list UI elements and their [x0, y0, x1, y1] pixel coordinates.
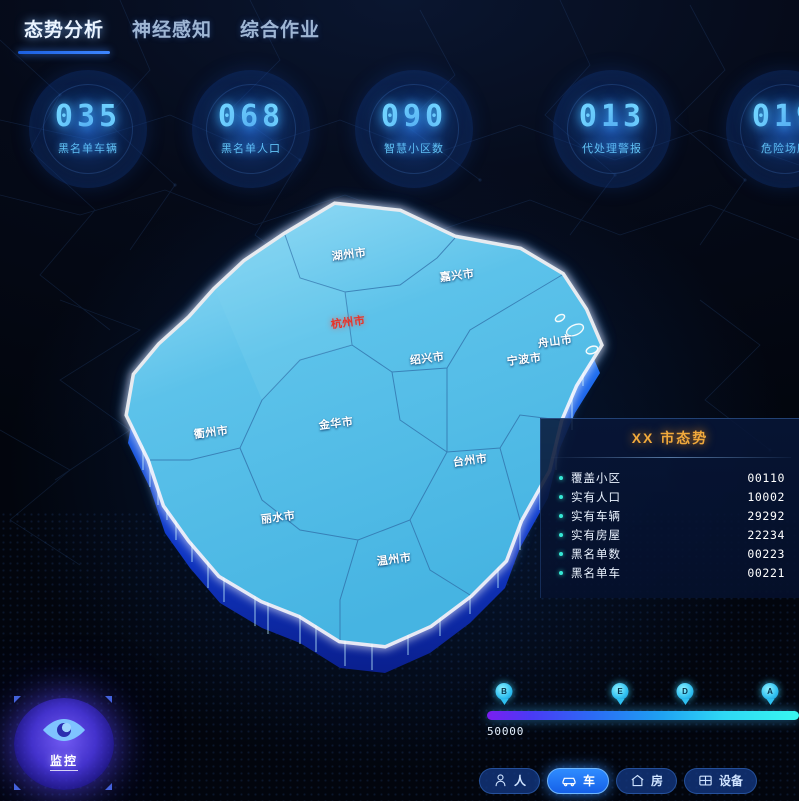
tab-situation-analysis[interactable]: 态势分析	[10, 8, 118, 54]
kpi-label: 代处理警报	[582, 143, 642, 155]
map-label-jiaxing[interactable]: 嘉兴市	[439, 267, 475, 285]
row-value: 00110	[747, 470, 785, 485]
kpi-value: 035	[54, 99, 122, 134]
monitor-label: 监控	[49, 752, 78, 771]
legend-pin-row: B E D A	[487, 683, 799, 707]
kpi-value: 068	[217, 99, 285, 134]
home-icon	[631, 774, 644, 787]
kpi-value: 019	[751, 99, 799, 134]
row-value: 29292	[747, 508, 785, 523]
layer-filter-bar: 人 车 房 设备	[479, 766, 799, 795]
density-legend: B E D A 50000	[487, 683, 799, 738]
corner-triangle-icon	[105, 783, 112, 790]
row-label: 实有车辆	[571, 510, 621, 523]
active-tab-underline	[18, 51, 111, 54]
bullet-icon	[559, 494, 563, 499]
bullet-icon	[559, 570, 563, 575]
kpi-dangerous-places[interactable]: 019 危险场所	[726, 70, 799, 188]
bullet-icon	[559, 513, 563, 518]
person-icon	[495, 774, 506, 787]
filter-houses[interactable]: 房	[616, 767, 678, 794]
filter-label: 人	[514, 774, 527, 788]
legend-pin-d[interactable]: D	[676, 683, 694, 700]
bullet-icon	[559, 551, 563, 556]
kpi-pending-alerts[interactable]: 013 代处理警报	[553, 70, 671, 188]
corner-triangle-icon	[14, 783, 21, 790]
kpi-label: 黑名单车辆	[58, 143, 118, 155]
map-label-hangzhou[interactable]: 杭州市	[330, 314, 366, 332]
city-situation-panel: XX 市态势 覆盖小区 00110 实有人口 10002 实有车辆 29292 …	[540, 418, 799, 598]
kpi-smart-communities[interactable]: 090 智慧小区数	[355, 70, 473, 188]
filter-label: 房	[651, 774, 664, 788]
row-value: 10002	[747, 489, 785, 504]
row-value: 22234	[747, 527, 785, 542]
panel-row-actual-vehicles[interactable]: 实有车辆 29292	[559, 506, 785, 525]
panel-row-blacklist-count[interactable]: 黑名单数 00223	[559, 544, 785, 563]
row-label: 黑名单车	[571, 567, 621, 580]
row-value: 00223	[747, 546, 785, 561]
panel-divider	[549, 457, 791, 458]
kpi-value: 090	[380, 99, 448, 134]
map-label-quzhou[interactable]: 衢州市	[193, 424, 229, 442]
panel-row-list: 覆盖小区 00110 实有人口 10002 实有车辆 29292 实有房屋 22…	[541, 468, 799, 582]
eye-icon	[43, 719, 85, 741]
device-icon	[699, 775, 712, 786]
map-label-wenzhou[interactable]: 温州市	[376, 551, 412, 569]
top-navigation: 态势分析 神经感知 综合作业	[0, 0, 799, 56]
bullet-icon	[559, 475, 563, 480]
panel-row-covered-communities[interactable]: 覆盖小区 00110	[559, 468, 785, 487]
tab-neural-perception[interactable]: 神经感知	[118, 8, 226, 48]
map-label-ningbo[interactable]: 宁波市	[506, 351, 542, 369]
legend-pin-e[interactable]: E	[611, 683, 629, 700]
kpi-label: 黑名单人口	[221, 143, 281, 155]
map-label-shaoxing[interactable]: 绍兴市	[409, 350, 445, 368]
kpi-value: 013	[578, 99, 646, 134]
kpi-blacklist-vehicles[interactable]: 035 黑名单车辆	[29, 70, 147, 188]
tab-comprehensive-operations[interactable]: 综合作业	[226, 8, 334, 48]
filter-label: 车	[583, 774, 596, 788]
panel-row-actual-houses[interactable]: 实有房屋 22234	[559, 525, 785, 544]
legend-value-label: 50000	[487, 725, 525, 738]
row-label: 黑名单数	[571, 548, 621, 561]
map-label-lishui[interactable]: 丽水市	[260, 509, 296, 527]
bullet-icon	[559, 532, 563, 537]
corner-triangle-icon	[14, 696, 21, 703]
monitor-button-wrap: 监控	[8, 694, 120, 794]
panel-row-actual-population[interactable]: 实有人口 10002	[559, 487, 785, 506]
legend-pin-a[interactable]: A	[761, 683, 779, 700]
tab-label: 神经感知	[132, 19, 213, 41]
corner-triangle-icon	[105, 696, 112, 703]
kpi-label: 危险场所	[761, 143, 799, 155]
monitor-button[interactable]: 监控	[14, 698, 114, 790]
legend-gradient-bar[interactable]	[487, 711, 799, 720]
filter-people[interactable]: 人	[479, 767, 541, 794]
legend-pin-b[interactable]: B	[495, 683, 513, 700]
row-value: 00221	[747, 565, 785, 580]
filter-devices[interactable]: 设备	[684, 767, 758, 794]
row-label: 覆盖小区	[571, 472, 621, 485]
map-label-zhoushan[interactable]: 舟山市	[537, 333, 573, 351]
tab-label: 态势分析	[24, 19, 105, 41]
filter-vehicles[interactable]: 车	[547, 767, 610, 794]
filter-label: 设备	[719, 774, 744, 788]
panel-title: XX 市态势	[631, 430, 709, 446]
kpi-blacklist-population[interactable]: 068 黑名单人口	[192, 70, 310, 188]
kpi-label: 智慧小区数	[384, 143, 444, 155]
tab-label: 综合作业	[240, 19, 321, 41]
panel-row-blacklist-vehicles[interactable]: 黑名单车 00221	[559, 563, 785, 582]
row-label: 实有房屋	[571, 529, 621, 542]
map-label-taizhou[interactable]: 台州市	[452, 452, 488, 470]
map-label-huzhou[interactable]: 湖州市	[331, 246, 367, 264]
map-label-jinhua[interactable]: 金华市	[318, 415, 354, 433]
kpi-row: 035 黑名单车辆 068 黑名单人口 090 智慧小区数 013 代处理警报 …	[0, 70, 799, 190]
car-icon	[562, 777, 576, 786]
row-label: 实有人口	[571, 491, 621, 504]
